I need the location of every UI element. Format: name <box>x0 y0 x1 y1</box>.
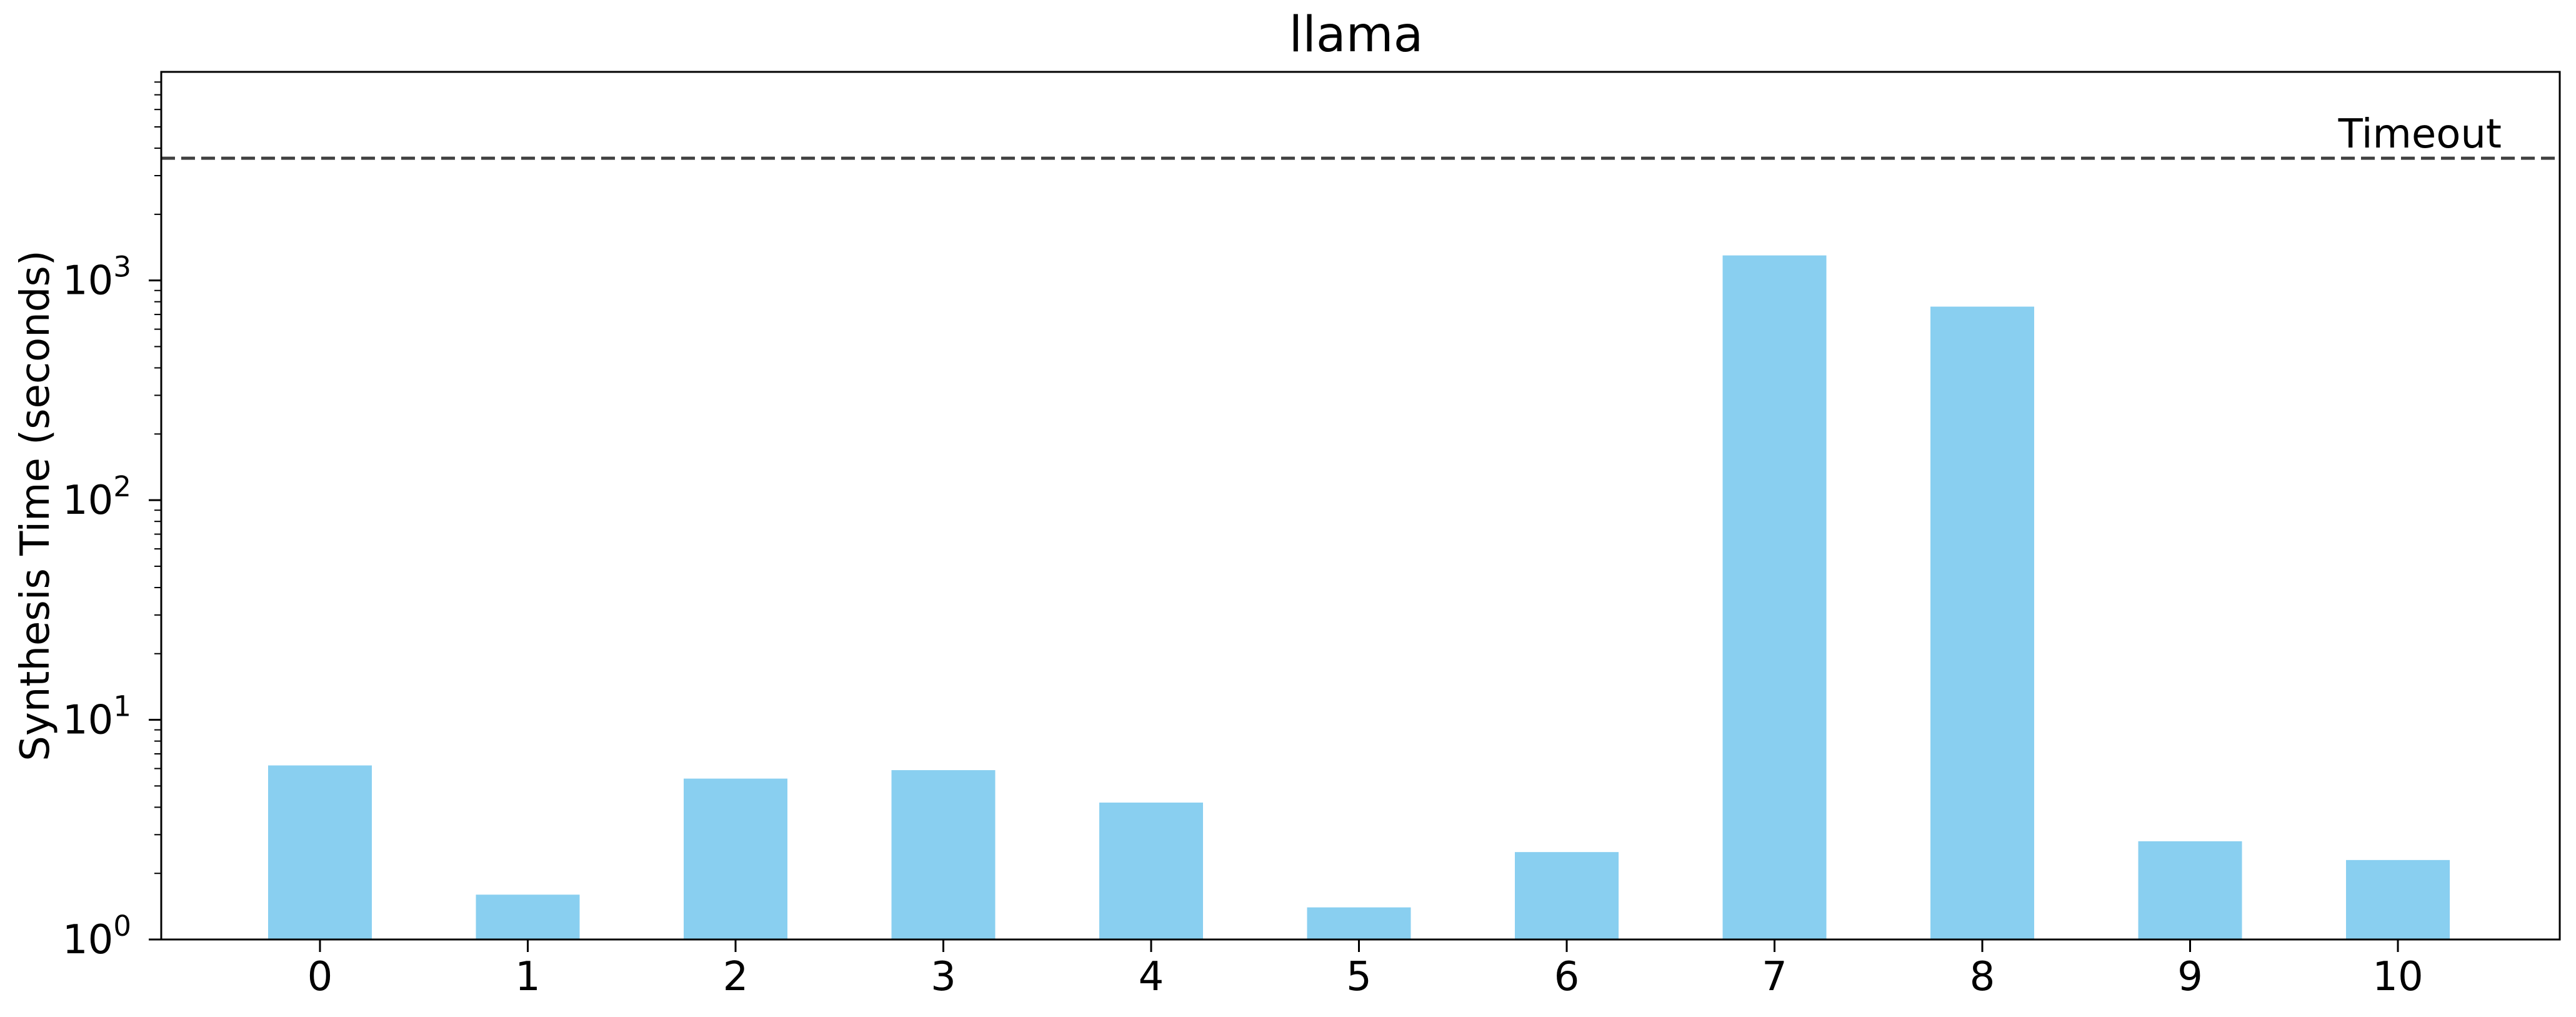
x-tick-label: 4 <box>1139 954 1164 1000</box>
bar-5 <box>1307 907 1411 939</box>
y-axis: 100 101 102 103 <box>62 81 161 963</box>
chart-title: llama <box>1289 7 1424 63</box>
x-tick-label: 10 <box>2372 954 2423 1000</box>
y-tick-label: 103 <box>62 251 131 304</box>
bar-7 <box>1722 255 1827 939</box>
y-tick-label: 100 <box>62 909 131 963</box>
x-tick-label: 7 <box>1762 954 1787 1000</box>
bar-6 <box>1515 852 1619 939</box>
y-tick-label: 101 <box>62 690 131 744</box>
bar-4 <box>1099 802 1203 939</box>
y-tick-label: 102 <box>62 470 131 524</box>
x-tick-label: 3 <box>931 954 956 1000</box>
x-axis: 0 1 2 3 4 5 6 7 8 9 10 <box>307 939 2424 1000</box>
x-tick-label: 5 <box>1346 954 1372 1000</box>
bar-10 <box>2346 859 2450 939</box>
bar-1 <box>476 894 580 939</box>
y-axis-label: Synthesis Time (seconds) <box>12 250 59 761</box>
x-tick-label: 2 <box>723 954 749 1000</box>
plot-frame <box>160 71 2561 941</box>
bars-layer <box>268 255 2450 940</box>
bar-8 <box>1930 306 2034 940</box>
bar-3 <box>891 770 996 939</box>
x-tick-label: 6 <box>1554 954 1580 1000</box>
bar-2 <box>684 778 787 939</box>
x-tick-label: 9 <box>2177 954 2203 1000</box>
x-tick-label: 1 <box>515 954 541 1000</box>
x-tick-label: 0 <box>307 954 333 1000</box>
bar-9 <box>2138 841 2242 939</box>
x-tick-label: 8 <box>1970 954 1995 1000</box>
timeout-label: Timeout <box>2338 111 2502 158</box>
reference-line-layer: Timeout <box>161 111 2560 160</box>
bar-0 <box>268 765 372 939</box>
